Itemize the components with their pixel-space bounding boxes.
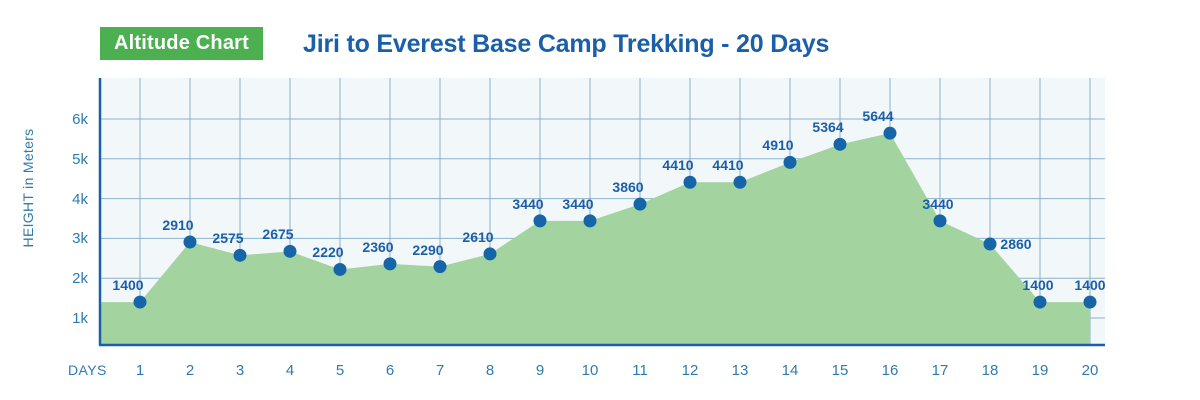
x-axis-tick-label: 20: [1081, 362, 1099, 379]
x-axis-tick-label: 19: [1031, 362, 1049, 379]
data-point-label: 3440: [512, 195, 544, 212]
data-point-markers[interactable]: [133, 126, 1097, 309]
x-axis-tick-label: 4: [285, 362, 295, 379]
data-point-label: 1400: [1074, 277, 1106, 294]
x-axis-tick-label: 5: [335, 362, 345, 379]
y-axis-tick-label: 5k: [72, 150, 88, 168]
x-axis-tick-label: 14: [781, 362, 799, 379]
data-point-label: 2675: [262, 226, 294, 243]
data-point-marker[interactable]: [533, 214, 547, 228]
data-point-label: 3860: [612, 179, 644, 196]
data-point-marker[interactable]: [733, 175, 747, 189]
data-point-marker[interactable]: [183, 235, 197, 249]
x-axis-tick-label: 12: [681, 362, 699, 379]
data-point-marker[interactable]: [633, 197, 647, 211]
data-point-marker[interactable]: [933, 214, 947, 228]
data-point-label: 5644: [862, 108, 894, 125]
data-point-marker[interactable]: [133, 295, 147, 309]
data-point-label: 2860: [1000, 235, 1032, 252]
x-axis-tick-label: 10: [581, 362, 599, 379]
chart-header: Altitude Chart Jiri to Everest Base Camp…: [0, 0, 1200, 78]
data-point-label: 1400: [112, 277, 144, 294]
x-axis-tick-label: 2: [185, 362, 195, 379]
x-axis-title: DAYS: [68, 362, 107, 378]
data-point-label: 2910: [162, 216, 194, 233]
data-point-marker[interactable]: [283, 244, 297, 258]
data-point-label: 3440: [922, 195, 954, 212]
data-point-label: 4410: [662, 157, 694, 174]
data-point-label: 2360: [362, 238, 394, 255]
x-axis-tick-label: 18: [981, 362, 999, 379]
page-title: Jiri to Everest Base Camp Trekking - 20 …: [303, 30, 830, 58]
data-point-label: 4410: [712, 157, 744, 174]
y-axis-tick-label: 6k: [72, 111, 88, 128]
data-point-label: 1400: [1022, 277, 1054, 294]
x-axis-tick-label: 6: [385, 362, 395, 379]
x-axis-tick-label: 17: [931, 362, 949, 379]
data-point-marker[interactable]: [383, 257, 397, 271]
data-point-marker[interactable]: [833, 137, 847, 151]
x-axis-tick-label: 3: [235, 362, 245, 379]
x-axis-tick-label: 11: [632, 362, 648, 379]
data-point-marker[interactable]: [1083, 295, 1097, 309]
data-point-label: 2290: [412, 241, 444, 258]
data-point-label: 4910: [762, 137, 794, 154]
data-point-label: 2220: [312, 244, 344, 261]
data-point-marker[interactable]: [883, 126, 897, 140]
data-point-marker[interactable]: [683, 175, 697, 189]
x-axis-tick-label: 1: [135, 362, 145, 379]
data-point-marker[interactable]: [783, 155, 797, 169]
data-point-label: 5364: [812, 119, 844, 136]
data-point-marker[interactable]: [233, 248, 247, 262]
y-axis-tick-label: 1k: [72, 310, 88, 327]
data-point-label: 2610: [462, 228, 494, 245]
y-axis-tick-label: 4k: [72, 190, 88, 208]
x-axis-tick-label: 9: [535, 362, 545, 379]
y-axis-tick-label: 2k: [72, 270, 88, 288]
data-point-marker[interactable]: [983, 237, 997, 251]
altitude-area-fill: [100, 133, 1090, 345]
data-point-marker[interactable]: [583, 214, 597, 228]
x-axis-tick-label: 15: [831, 362, 849, 379]
axis-lines: [98, 78, 1105, 347]
data-point-label: 3440: [562, 195, 594, 212]
data-point-marker[interactable]: [483, 247, 497, 261]
data-point-marker[interactable]: [333, 262, 347, 276]
data-point-marker[interactable]: [433, 260, 447, 274]
x-axis-tick-label: 13: [731, 362, 749, 379]
data-point-label: 2575: [212, 230, 244, 247]
y-axis-tick-label: 3k: [72, 230, 88, 248]
x-axis-tick-label: 7: [435, 362, 445, 379]
data-point-marker[interactable]: [1033, 295, 1047, 309]
x-axis-tick-label: 16: [881, 362, 899, 379]
x-axis-tick-label: 8: [485, 362, 495, 379]
altitude-chart-badge: Altitude Chart: [100, 27, 264, 60]
y-axis-title: HEIGHT in Meters: [20, 128, 36, 248]
